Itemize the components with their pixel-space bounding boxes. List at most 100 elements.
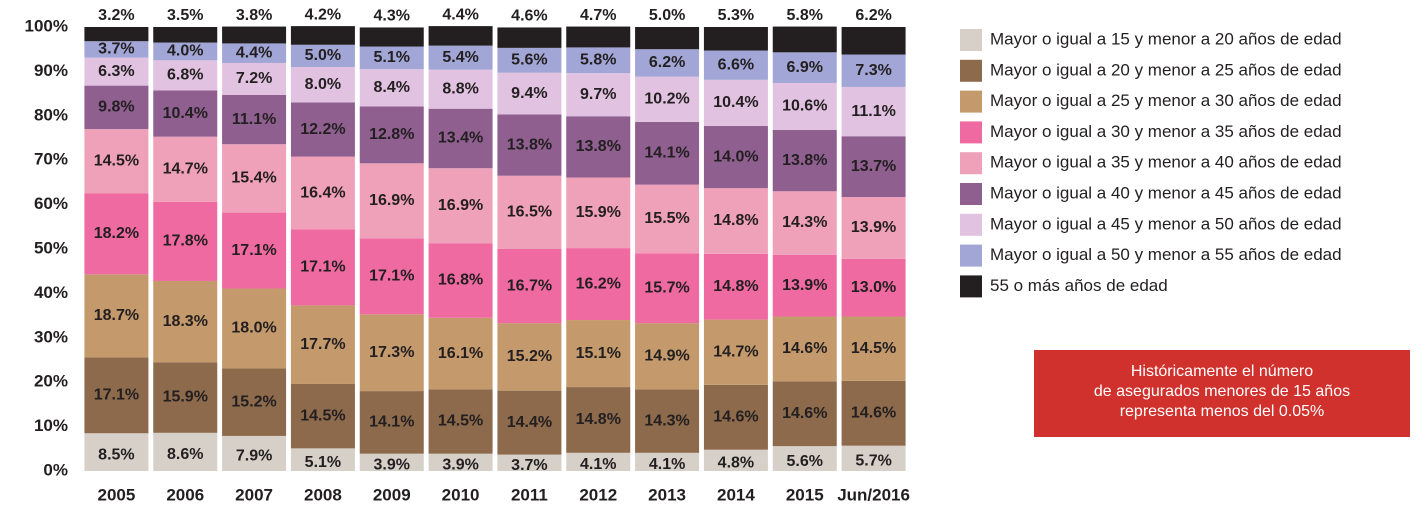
data-label: 8.4% (374, 79, 410, 96)
bar-segment (635, 452, 700, 471)
bar-segment (359, 163, 424, 239)
bar-segment (290, 383, 355, 449)
data-label: 7.3% (855, 62, 891, 79)
label-background (578, 6, 619, 24)
label-background (509, 7, 550, 25)
data-label: 4.6% (511, 8, 547, 25)
data-label: 6.8% (167, 67, 203, 84)
data-label: 14.6% (713, 408, 758, 425)
bar-segment (428, 453, 493, 471)
bar-segment (290, 156, 355, 230)
bar-segment (428, 243, 493, 318)
bar-segment (703, 79, 768, 127)
x-tick-label: 2014 (717, 485, 755, 504)
bar-segment (290, 448, 355, 471)
data-label: 15.2% (231, 393, 276, 410)
bar-segment (497, 175, 562, 249)
data-label: 14.3% (644, 412, 689, 429)
label-background (784, 6, 825, 24)
data-label: 10.2% (644, 91, 689, 108)
bar-segment (428, 168, 493, 244)
bar-segment (497, 47, 562, 73)
bar-segment (222, 144, 287, 213)
data-label: 14.6% (851, 404, 896, 421)
bar-segment (497, 72, 562, 115)
bar-segment (703, 449, 768, 471)
bar-segment (841, 380, 906, 446)
annotation-box (1034, 350, 1410, 437)
bar-segment (703, 50, 768, 80)
bar-segment (497, 114, 562, 176)
x-tick-label: 2012 (579, 485, 617, 504)
bar-segment (290, 102, 355, 157)
data-label: 14.4% (507, 414, 552, 431)
bar-segment (84, 85, 149, 130)
bar-segment (428, 26, 493, 46)
y-tick-label: 80% (34, 105, 68, 124)
data-label: 4.0% (167, 43, 203, 60)
bar-segment (703, 253, 768, 320)
data-label: 9.8% (98, 99, 134, 116)
data-label: 16.1% (438, 345, 483, 362)
bar-segment (153, 432, 218, 471)
bar-segment (84, 193, 149, 275)
bar-segment (635, 76, 700, 123)
x-tick-label: 2015 (786, 485, 824, 504)
label-background (646, 7, 688, 25)
data-label: 11.1% (851, 103, 895, 120)
data-label: 13.7% (851, 158, 896, 175)
legend-label: Mayor o igual a 25 y menor a 30 años de … (990, 91, 1342, 110)
x-tick-label: 2011 (511, 485, 548, 504)
data-label: 18.3% (163, 313, 208, 330)
label-background (96, 7, 137, 25)
data-label: 17.1% (300, 259, 345, 276)
bar-segment (222, 212, 287, 289)
data-label: 17.8% (163, 233, 208, 250)
bar-segment (841, 86, 906, 137)
bar-segment (635, 253, 700, 324)
bar-segment (497, 249, 562, 324)
label-background (371, 7, 412, 25)
data-label: 14.7% (713, 343, 758, 360)
bar-segment (566, 177, 631, 249)
bar-segment (566, 47, 631, 74)
data-label: 8.5% (98, 446, 134, 463)
bar-segment (566, 248, 631, 321)
data-label: 4.2% (305, 6, 341, 23)
bar-segment (566, 387, 631, 453)
data-label: 5.6% (511, 52, 547, 69)
bar-segment (222, 26, 287, 44)
y-tick-label: 10% (34, 416, 68, 435)
y-tick-label: 40% (34, 283, 68, 302)
bar-segment (428, 389, 493, 454)
bar-segment (841, 258, 906, 317)
bar-segment (84, 57, 149, 86)
bar-segment (359, 46, 424, 70)
bar-segment (703, 384, 768, 450)
bar-segment (84, 129, 149, 194)
x-tick-label: 2013 (648, 485, 686, 504)
data-label: 6.6% (718, 56, 754, 73)
data-label: 5.7% (855, 453, 891, 470)
data-label: 3.9% (374, 457, 410, 474)
data-label: 6.2% (855, 7, 891, 24)
data-label: 12.8% (369, 126, 414, 143)
data-label: 16.2% (576, 275, 621, 292)
data-label: 16.9% (369, 192, 414, 209)
data-label: 17.1% (94, 387, 139, 404)
legend-label: 55 o más años de edad (990, 276, 1168, 295)
x-tick-label: Jun/2016 (837, 485, 910, 504)
legend-swatch (960, 90, 982, 113)
bar-segment (566, 452, 631, 471)
bar-segment (566, 320, 631, 388)
bar-segment (703, 126, 768, 189)
data-label: 5.1% (305, 454, 341, 471)
data-label: 3.7% (98, 41, 134, 58)
bar-segment (635, 389, 700, 453)
x-tick-label: 2007 (235, 485, 273, 504)
data-label: 13.8% (507, 136, 552, 153)
data-label: 9.4% (511, 85, 547, 102)
bar-segment (359, 27, 424, 47)
x-tick-label: 2008 (304, 485, 342, 504)
y-tick-label: 20% (34, 372, 68, 391)
